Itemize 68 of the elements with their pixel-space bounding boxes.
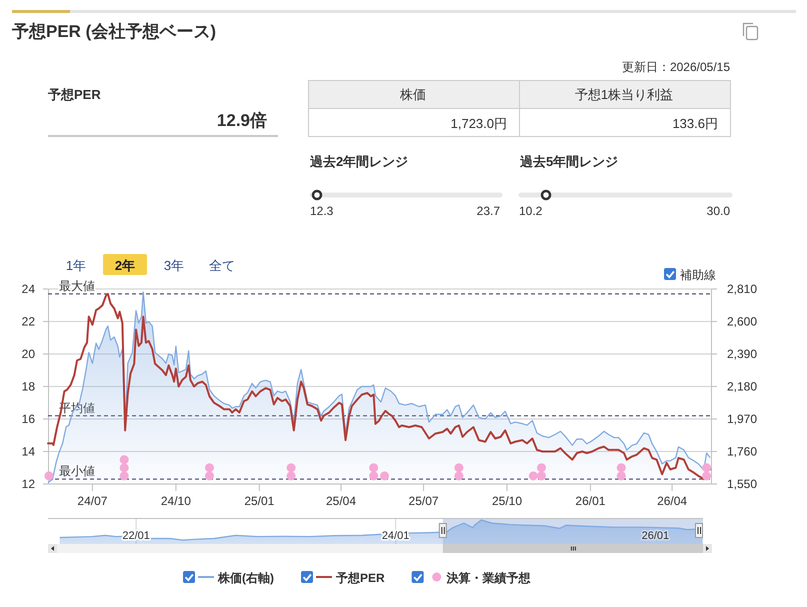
point	[286, 463, 296, 472]
point	[120, 463, 129, 472]
y-tick-label: 12	[22, 477, 36, 491]
legend-label: 決算・業績予想	[446, 571, 532, 585]
text: 予想PER	[47, 87, 102, 102]
text: 2年	[114, 258, 136, 273]
text: 12.3	[310, 204, 334, 218]
point	[536, 463, 546, 472]
y2-tick-label: 1,970	[727, 412, 758, 426]
legend-label: 予想PER	[335, 571, 386, 585]
text: 3年	[164, 258, 184, 273]
x-tick-label: 26/01	[642, 530, 670, 542]
text: 補助線	[680, 268, 716, 282]
point	[286, 471, 296, 480]
ref-line-label: 最小値	[59, 464, 95, 478]
text: 株価	[399, 87, 426, 102]
x-tick-label: 24/01	[382, 530, 410, 542]
y2-tick-label: 2,390	[727, 347, 758, 361]
point	[120, 471, 129, 480]
text: 予想1株当り利益	[574, 87, 674, 102]
point	[120, 455, 129, 464]
y2-tick-label: 1,760	[727, 444, 758, 458]
point	[369, 471, 378, 480]
point	[616, 471, 626, 480]
text: 12.9倍	[216, 111, 267, 130]
point	[44, 471, 54, 480]
point	[204, 471, 214, 480]
text: 30.0	[706, 204, 730, 218]
x-tick-label: 24/10	[160, 494, 192, 508]
point	[369, 463, 378, 472]
y2-tick-label: 2,810	[727, 282, 758, 296]
point	[702, 463, 712, 472]
y-tick-label: 24	[22, 282, 36, 296]
x-tick-label: 26/04	[657, 494, 688, 508]
point	[204, 463, 214, 472]
point	[616, 463, 626, 472]
ref-line-label: 最大値	[59, 278, 95, 293]
text: 予想PER (会社予想ベース)	[11, 22, 216, 41]
x-tick-label: 25/07	[408, 494, 439, 508]
point	[380, 471, 390, 480]
y2-tick-label: 1,550	[727, 477, 758, 491]
point	[454, 471, 464, 480]
y-tick-label: 18	[22, 380, 36, 394]
x-tick-label: 25/10	[492, 494, 522, 508]
x-tick-label: 26/01	[575, 494, 606, 508]
x-tick-label: 25/01	[244, 494, 275, 508]
x-tick-label: 24/07	[77, 494, 108, 508]
y2-tick-label: 2,600	[727, 314, 758, 328]
text: 過去2年間レンジ	[309, 154, 408, 169]
text: 1年	[66, 258, 86, 273]
y-tick-label: 22	[22, 314, 36, 328]
text: 全て	[209, 258, 235, 273]
text: 更新日：2026/05/15	[622, 60, 730, 74]
text: 1,723.0円	[450, 116, 507, 131]
point	[454, 463, 464, 472]
y-tick-label: 16	[22, 412, 36, 426]
text: 133.6円	[672, 116, 718, 131]
y2-tick-label: 2,180	[727, 380, 758, 394]
point	[528, 471, 538, 480]
text: 10.2	[519, 204, 543, 218]
legend-label: 株価(右軸)	[217, 571, 274, 585]
point	[702, 471, 712, 480]
point	[536, 471, 546, 480]
text: 過去5年間レンジ	[519, 154, 618, 169]
y-tick-label: 14	[22, 444, 36, 458]
x-tick-label: 25/04	[326, 494, 356, 508]
text: 23.7	[476, 204, 500, 218]
y-tick-label: 20	[22, 347, 36, 361]
